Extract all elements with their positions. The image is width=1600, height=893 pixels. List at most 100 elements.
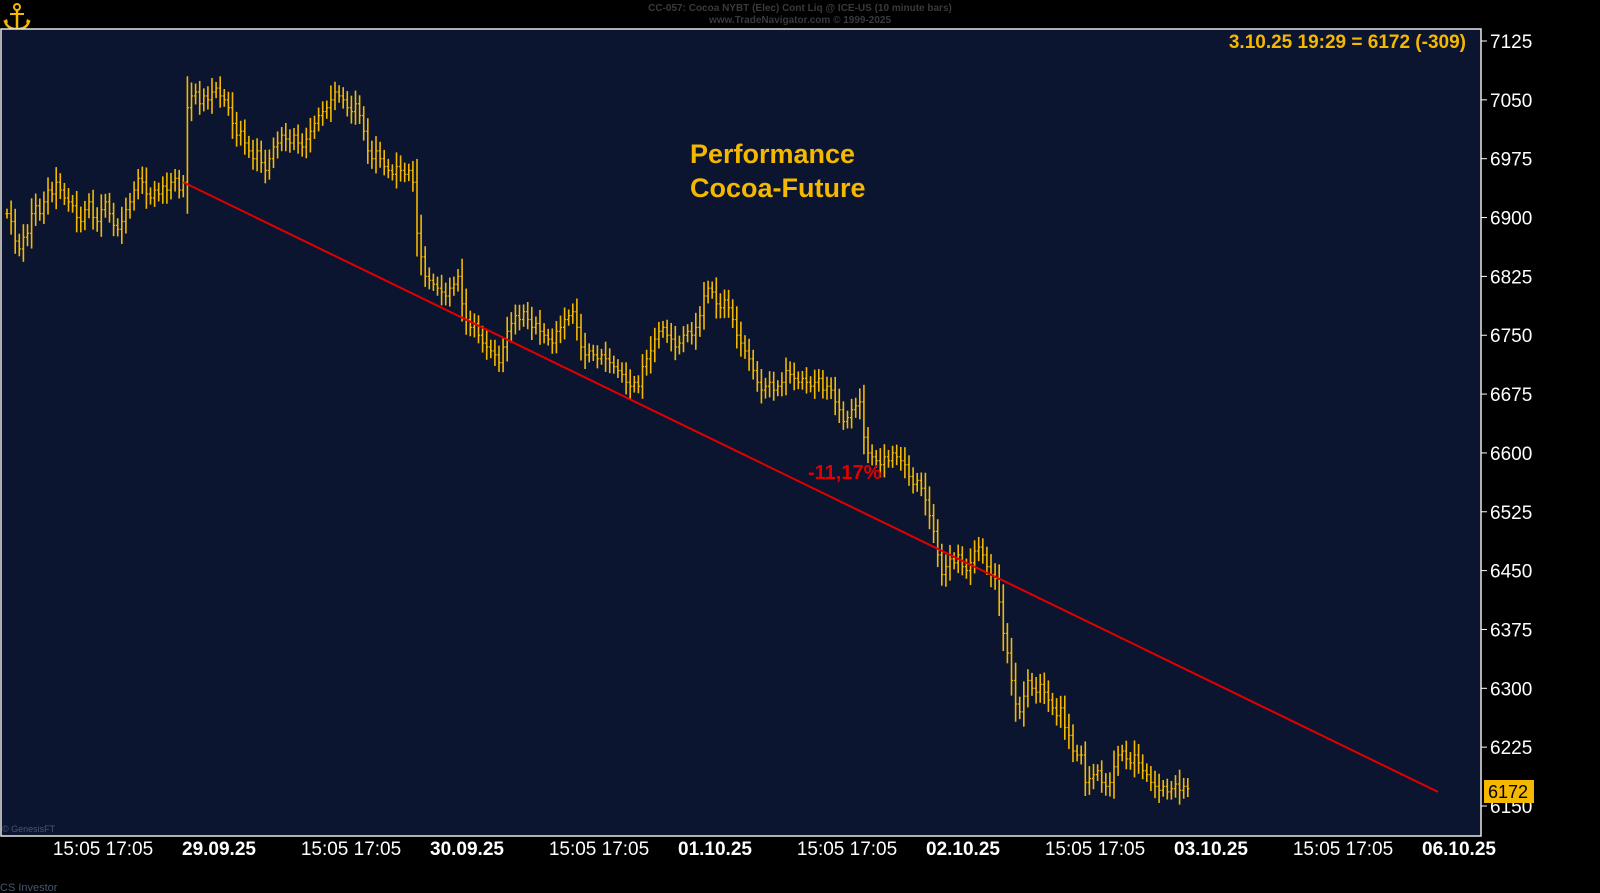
price-bar: [124, 197, 128, 234]
price-bar: [1124, 740, 1128, 770]
price-bar: [54, 167, 58, 210]
price-bar: [977, 536, 981, 562]
price-bar: [284, 123, 288, 152]
price-bar: [288, 129, 292, 153]
price-bar: [1038, 673, 1042, 703]
y-axis: 7125 7050 6975 6900 6825 6750 6675 6600 6525 6450…: [1481, 32, 1532, 818]
price-bar: [1173, 775, 1178, 798]
price-bar: [276, 131, 280, 159]
price-bar: [460, 258, 464, 322]
price-bar: [944, 554, 948, 587]
price-bar: [419, 214, 423, 276]
change-annotation: -11,17%: [808, 462, 882, 484]
price-bar: [1018, 696, 1022, 720]
price-bar: [915, 472, 919, 492]
price-bar: [382, 149, 386, 176]
price-bar: [210, 77, 214, 114]
price-bar: [809, 376, 813, 393]
price-bar: [1055, 698, 1059, 726]
price-bar: [456, 269, 460, 292]
price-bar: [591, 344, 595, 362]
price-bar: [481, 325, 485, 353]
y-tick-label: 6975: [1490, 150, 1532, 171]
x-time-label: 15:05 17:05: [1293, 839, 1393, 860]
price-bar: [214, 81, 218, 99]
price-bar: [1132, 740, 1137, 778]
price-bar: [1178, 769, 1182, 805]
price-bar: [1157, 773, 1161, 803]
price-bar: [5, 208, 9, 219]
trend-line: [182, 181, 1439, 793]
price-bar: [784, 357, 788, 396]
price-bar: [415, 158, 419, 257]
annotation-title-line1: Performance: [690, 139, 855, 169]
price-bar: [739, 321, 743, 357]
price-bar: [296, 124, 300, 154]
price-bar: [731, 299, 735, 328]
price-bar: [722, 289, 727, 319]
price-bar: [157, 182, 161, 202]
price-bar: [727, 289, 731, 318]
price-bar: [476, 315, 481, 344]
price-bar: [366, 118, 370, 164]
x-date-label: 29.09.25: [182, 839, 256, 860]
price-bar: [612, 355, 616, 374]
price-bar: [599, 348, 604, 365]
price-bar: [604, 341, 608, 372]
price-bar: [677, 335, 681, 355]
price-bar: [694, 312, 698, 350]
price-bar: [1046, 680, 1050, 712]
price-bar: [403, 162, 407, 183]
price-bar: [628, 369, 632, 400]
price-bar: [583, 332, 587, 369]
price-bar: [452, 276, 456, 296]
price-bar: [513, 304, 517, 335]
price-bar: [116, 218, 120, 237]
price-bar: [440, 274, 444, 306]
price-bar: [407, 163, 411, 182]
price-bar: [858, 388, 862, 420]
price-bar: [493, 339, 497, 366]
price-bar: [886, 449, 891, 468]
price-bar: [62, 182, 66, 206]
price-bar: [1108, 772, 1112, 797]
price-bar: [1120, 744, 1124, 762]
price-bar: [751, 349, 755, 380]
price-bar: [30, 198, 34, 249]
price-bar: [1042, 672, 1046, 705]
y-tick-label: 6525: [1490, 503, 1532, 524]
price-bar: [780, 372, 784, 397]
price-bar: [337, 85, 341, 103]
price-bar: [763, 377, 768, 399]
price-bar: [71, 194, 75, 213]
price-bar: [981, 538, 985, 564]
price-bar: [83, 200, 87, 231]
price-bar: [755, 361, 759, 392]
price-bar: [804, 367, 809, 394]
price-bar: [107, 192, 112, 223]
chart-header-copyright: www.TradeNavigator.com © 1999-2025: [708, 15, 892, 26]
x-time-label: 15:05 17:05: [301, 839, 401, 860]
price-bar: [1026, 669, 1030, 708]
price-bar: [657, 321, 661, 349]
price-bar: [645, 349, 649, 376]
price-bar: [845, 410, 850, 429]
price-bar: [517, 304, 522, 331]
price-bar: [1014, 662, 1018, 722]
price-bar: [632, 375, 636, 393]
price-bar: [161, 176, 165, 204]
price-bar: [165, 172, 169, 204]
y-tick-label: 6825: [1490, 267, 1532, 288]
price-bar: [50, 181, 54, 203]
price-bar: [1022, 681, 1026, 727]
price-bar: [640, 354, 645, 399]
price-bar: [280, 126, 284, 152]
price-bar: [833, 376, 837, 416]
last-price-label: 6172: [1488, 782, 1528, 802]
price-bar: [1104, 773, 1108, 796]
price-bar: [927, 486, 932, 530]
price-bar: [17, 233, 21, 257]
price-bar: [95, 207, 99, 232]
price-bar: [235, 111, 239, 147]
price-bar: [185, 76, 189, 214]
